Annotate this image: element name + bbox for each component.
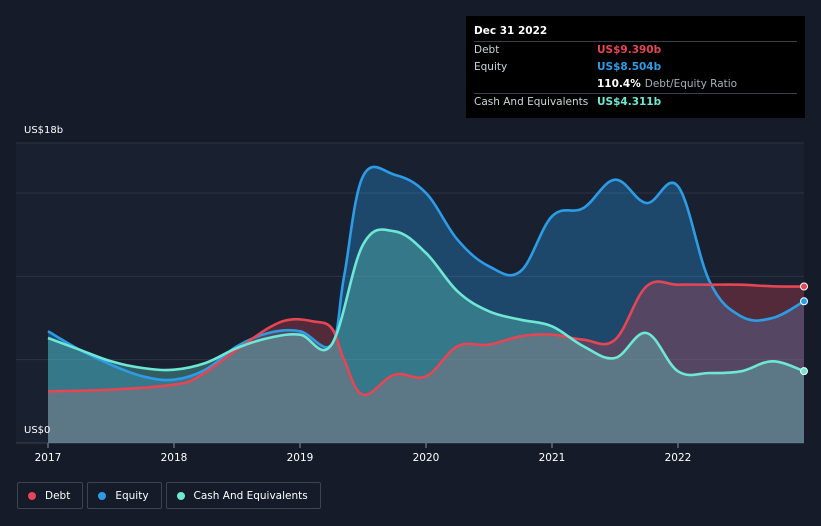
tooltip-ratio-label: Debt/Equity Ratio: [644, 78, 738, 90]
tooltip-value: US$9.390b: [597, 44, 662, 56]
tooltip-label: Debt: [474, 44, 500, 56]
series-area-cash-and-equivalents: [48, 229, 804, 443]
legend-item-debt[interactable]: Debt: [17, 482, 84, 509]
legend-item-cash[interactable]: Cash And Equivalents: [165, 482, 321, 509]
y-axis-bottom-label: US$0: [24, 425, 51, 436]
end-marker-cash-and-equivalents[interactable]: [800, 367, 808, 376]
end-markers: [800, 282, 808, 376]
legend-dot-icon: [176, 491, 185, 500]
tooltip-date: Dec 31 2022: [474, 25, 548, 37]
legend-label: Cash And Equivalents: [193, 489, 308, 502]
tooltip-row-cash: Cash And Equivalents US$4.311b: [474, 93, 797, 111]
legend-dot-icon: [98, 491, 107, 500]
tooltip-row-ratio: 110.4% Debt/Equity Ratio: [474, 76, 797, 93]
tooltip-value: US$8.504b: [597, 61, 662, 73]
series-line-cash-and-equivalents: [47, 228, 805, 377]
tooltip-label: Equity: [474, 61, 508, 73]
x-tick-label: 2017: [35, 452, 62, 464]
x-tick-label: 2018: [161, 452, 188, 464]
legend-label: Debt: [45, 489, 71, 502]
x-tick-label: 2020: [413, 452, 440, 464]
tooltip-label: Cash And Equivalents: [474, 96, 589, 108]
data-tooltip: Dec 31 2022 Debt US$9.390b Equity US$8.5…: [466, 16, 805, 118]
legend-dot-icon: [28, 491, 36, 500]
legend-item-equity[interactable]: Equity: [87, 482, 162, 509]
legend-label: Equity: [115, 489, 149, 502]
tooltip-value: 110.4%: [597, 78, 641, 90]
series-line-equity: [47, 165, 805, 382]
x-axis-ticks: 2017 2018 2019 2020 2021 2022: [35, 443, 692, 464]
end-marker-equity[interactable]: [800, 297, 808, 306]
legend: Debt Equity Cash And Equivalents: [17, 482, 321, 509]
x-tick-label: 2019: [287, 452, 314, 464]
tooltip-row-equity: Equity US$8.504b: [474, 59, 797, 76]
tooltip-value: US$4.311b: [597, 96, 662, 108]
series-area-equity: [48, 166, 804, 443]
end-marker-debt[interactable]: [800, 282, 808, 291]
series-layer: [47, 165, 805, 443]
series-area-debt: [48, 281, 804, 443]
x-tick-label: 2021: [539, 452, 566, 464]
tooltip-label: [474, 76, 597, 93]
gridlines: [16, 142, 804, 444]
tooltip-row-debt: Debt US$9.390b: [474, 41, 797, 59]
series-line-debt: [47, 280, 805, 397]
y-axis-top-label: US$18b: [24, 125, 64, 136]
x-tick-label: 2022: [665, 452, 692, 464]
